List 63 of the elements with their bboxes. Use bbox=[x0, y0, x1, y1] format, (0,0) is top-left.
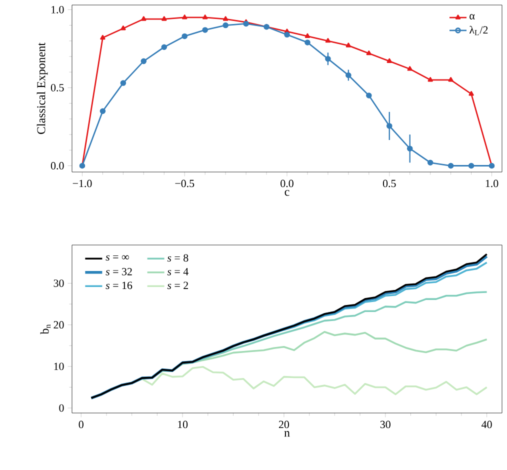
point bbox=[325, 56, 331, 62]
point bbox=[468, 91, 474, 96]
y-tick-label: 0.5 bbox=[50, 84, 64, 92]
point bbox=[366, 50, 372, 56]
legend-label: α bbox=[470, 14, 475, 20]
point bbox=[406, 146, 413, 152]
legend-label: s = 4 bbox=[167, 268, 188, 276]
point bbox=[141, 16, 146, 21]
x-tick-label: 0.0 bbox=[280, 180, 294, 188]
point bbox=[366, 92, 372, 98]
point bbox=[427, 160, 434, 166]
point bbox=[346, 42, 352, 48]
point bbox=[407, 66, 412, 71]
point bbox=[386, 123, 392, 129]
point bbox=[448, 77, 454, 82]
point bbox=[182, 33, 188, 40]
x-tick-label: 40 bbox=[482, 420, 492, 428]
y-axis-title: b$_{n}$ bbox=[40, 324, 50, 334]
point bbox=[120, 80, 126, 86]
y-tick-label: 0.0 bbox=[50, 162, 64, 170]
x-tick-label: 0 bbox=[78, 420, 84, 428]
point bbox=[182, 14, 188, 20]
point bbox=[304, 33, 310, 38]
point bbox=[468, 162, 474, 169]
point bbox=[202, 14, 208, 20]
x-axis-title: c bbox=[284, 190, 290, 196]
legend-label: λ$_{L}$/2 bbox=[469, 26, 488, 36]
x-tick-label: 10 bbox=[178, 420, 188, 428]
y-tick-label: 20 bbox=[54, 321, 64, 329]
x-tick-label: 30 bbox=[380, 420, 390, 428]
y-tick-label: 10 bbox=[54, 362, 64, 370]
legend-label: s = ∞ bbox=[106, 255, 129, 261]
x-tick-label: 1.0 bbox=[486, 180, 498, 188]
legend-label: s = 8 bbox=[167, 254, 188, 262]
x-axis-title: n bbox=[284, 431, 290, 437]
legend-label: s = 2 bbox=[167, 282, 188, 290]
point bbox=[161, 44, 168, 50]
point bbox=[222, 22, 228, 28]
point bbox=[346, 72, 352, 78]
y-axis-title: Classical Exponent bbox=[36, 42, 48, 134]
x-tick-label: −1.0 bbox=[72, 180, 92, 188]
x-tick-label: 20 bbox=[278, 420, 290, 428]
point bbox=[100, 108, 106, 114]
point bbox=[120, 26, 126, 30]
point bbox=[243, 20, 249, 27]
point bbox=[284, 32, 290, 38]
point bbox=[162, 16, 167, 21]
legend-label: s = 32 bbox=[106, 268, 132, 276]
point bbox=[386, 58, 392, 63]
y-tick-label: 0 bbox=[59, 404, 64, 412]
point bbox=[202, 27, 208, 33]
y-tick-label: 30 bbox=[54, 280, 64, 287]
x-tick-label: 0.5 bbox=[382, 180, 396, 188]
point bbox=[100, 34, 106, 40]
x-tick-label: −0.5 bbox=[175, 180, 194, 188]
point bbox=[222, 16, 228, 21]
point bbox=[304, 40, 310, 46]
y-tick-label: 1.0 bbox=[52, 6, 64, 14]
point bbox=[325, 38, 331, 43]
point bbox=[140, 58, 147, 64]
point bbox=[428, 77, 433, 82]
point bbox=[448, 162, 454, 169]
legend-label: s = 16 bbox=[106, 282, 132, 290]
